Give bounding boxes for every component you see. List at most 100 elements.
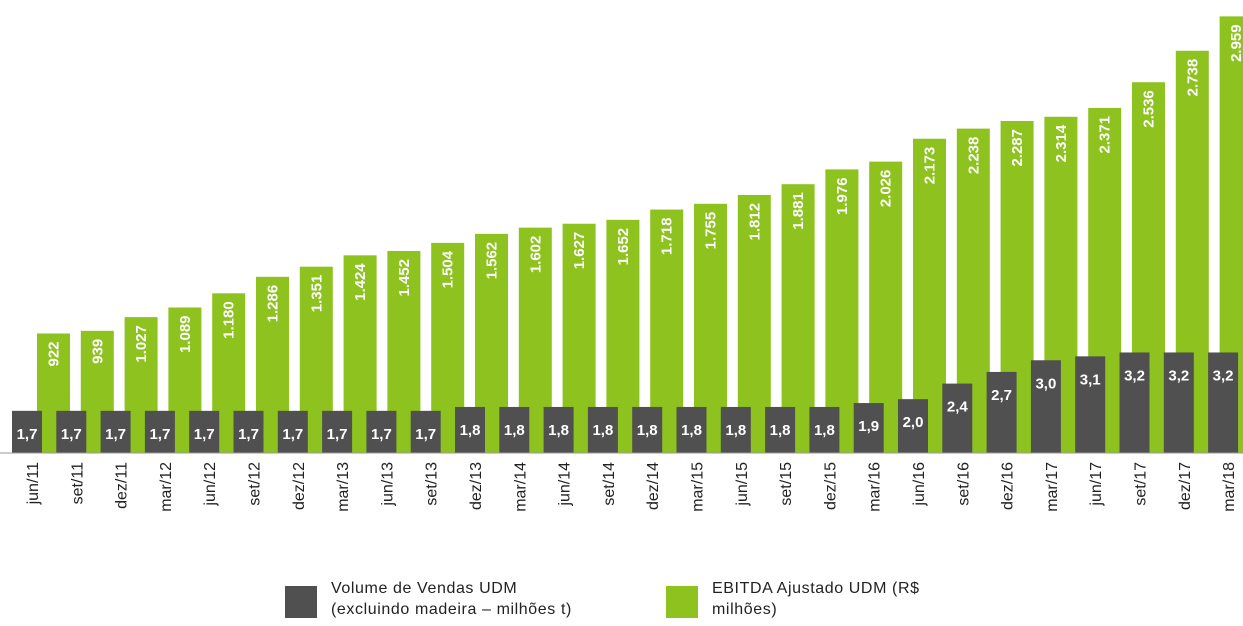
bar — [1075, 356, 1106, 453]
data-label: 2.536 — [1141, 90, 1158, 128]
data-label: 1,7 — [238, 426, 259, 443]
x-tick-label: dez/12 — [291, 462, 308, 510]
bar — [632, 406, 663, 453]
data-label: 1,8 — [460, 422, 481, 439]
data-label: 1.602 — [527, 236, 544, 274]
data-label: 939 — [89, 339, 106, 364]
x-tick-label: mar/16 — [867, 462, 884, 512]
bar — [765, 406, 796, 453]
bar — [587, 406, 618, 453]
bar — [853, 403, 884, 453]
x-tick-label: dez/16 — [1000, 462, 1017, 510]
data-label: 1.718 — [659, 218, 676, 256]
data-label: 3,2 — [1213, 367, 1234, 384]
bar — [543, 406, 574, 453]
x-tick-label: set/11 — [69, 462, 86, 505]
x-tick-label: dez/13 — [468, 462, 485, 510]
bar — [825, 169, 859, 453]
data-label: 2.026 — [878, 170, 895, 208]
data-label: 1,8 — [504, 422, 525, 439]
data-label: 1.180 — [221, 301, 238, 339]
x-tick-label: jun/15 — [734, 462, 751, 507]
bar — [720, 406, 751, 453]
data-label: 1.652 — [615, 228, 632, 266]
bar — [809, 406, 840, 453]
data-label: 2,0 — [903, 414, 924, 431]
bar — [1030, 360, 1061, 453]
x-tick-label: mar/18 — [1221, 462, 1238, 512]
x-tick-label: set/16 — [955, 462, 972, 506]
data-label: 1,7 — [105, 426, 126, 443]
x-tick-label: dez/15 — [822, 462, 839, 510]
data-label: 1,9 — [858, 418, 879, 435]
legend-item: Volume de Vendas UDM (excluindo madeira … — [285, 578, 581, 620]
bar — [366, 410, 397, 453]
bar — [277, 410, 308, 453]
x-tick-label: mar/13 — [335, 462, 352, 512]
x-tick-label: set/14 — [601, 462, 618, 506]
x-tick-label: jun/16 — [911, 462, 928, 507]
data-label: 1.027 — [133, 325, 150, 363]
x-tick-label: set/12 — [247, 462, 264, 506]
bar — [1119, 352, 1150, 453]
x-tick-label: mar/12 — [158, 462, 175, 512]
x-tick-label: jun/12 — [202, 462, 219, 507]
bar — [100, 410, 131, 453]
bar — [499, 406, 530, 453]
data-label: 1.089 — [177, 315, 194, 353]
data-label: 3,1 — [1080, 371, 1101, 388]
data-label: 1,8 — [592, 422, 613, 439]
data-label: 1,7 — [17, 426, 38, 443]
bar — [144, 410, 175, 453]
data-label: 1.424 — [352, 263, 369, 301]
bar — [1163, 352, 1194, 453]
data-label: 1.812 — [746, 203, 763, 241]
bar — [986, 371, 1017, 453]
x-tick-label: set/13 — [424, 462, 441, 506]
data-label: 3,2 — [1168, 367, 1189, 384]
data-label: 922 — [46, 341, 63, 366]
data-label: 1,7 — [415, 426, 436, 443]
x-tick-label: set/17 — [1133, 462, 1150, 506]
data-label: 1.755 — [703, 212, 720, 250]
data-label: 2.287 — [1009, 129, 1026, 167]
data-label: 3,2 — [1124, 367, 1145, 384]
bar — [942, 383, 973, 453]
data-label: 2.738 — [1184, 59, 1201, 97]
x-tick-label: mar/15 — [690, 462, 707, 512]
data-label: 3,0 — [1035, 375, 1056, 392]
bar — [56, 410, 87, 453]
bar — [676, 406, 707, 453]
legend-swatch — [666, 586, 698, 618]
data-label: 1.976 — [834, 177, 851, 215]
x-tick-label: dez/17 — [1177, 462, 1194, 510]
x-tick-label: set/15 — [778, 462, 795, 506]
x-tick-label: jun/13 — [379, 462, 396, 507]
x-tick-label: jun/11 — [25, 462, 42, 506]
x-tick-label: jun/17 — [1088, 462, 1105, 507]
data-label: 1,7 — [61, 426, 82, 443]
bar — [12, 410, 42, 453]
data-label: 1.504 — [440, 250, 457, 288]
data-label: 2.238 — [965, 137, 982, 175]
data-label: 1.452 — [396, 259, 413, 297]
x-tick-label: jun/14 — [557, 462, 574, 507]
data-label: 1.562 — [484, 242, 501, 280]
data-label: 1,8 — [637, 422, 658, 439]
bar — [898, 399, 928, 453]
legend-swatch — [285, 586, 317, 618]
data-label: 2.173 — [922, 147, 939, 185]
data-label: 1,8 — [770, 422, 791, 439]
bar — [189, 410, 220, 453]
data-label: 2,4 — [947, 399, 969, 416]
legend-label: Volume de Vendas UDM (excluindo madeira … — [331, 580, 572, 618]
bar — [455, 406, 485, 453]
x-tick-label: dez/14 — [645, 462, 662, 510]
data-label: 1,7 — [149, 426, 170, 443]
data-label: 1,8 — [725, 422, 746, 439]
data-label: 1,7 — [371, 426, 392, 443]
data-label: 1.627 — [571, 232, 588, 270]
data-label: 1.286 — [265, 285, 282, 323]
data-label: 2.959 — [1228, 24, 1243, 62]
